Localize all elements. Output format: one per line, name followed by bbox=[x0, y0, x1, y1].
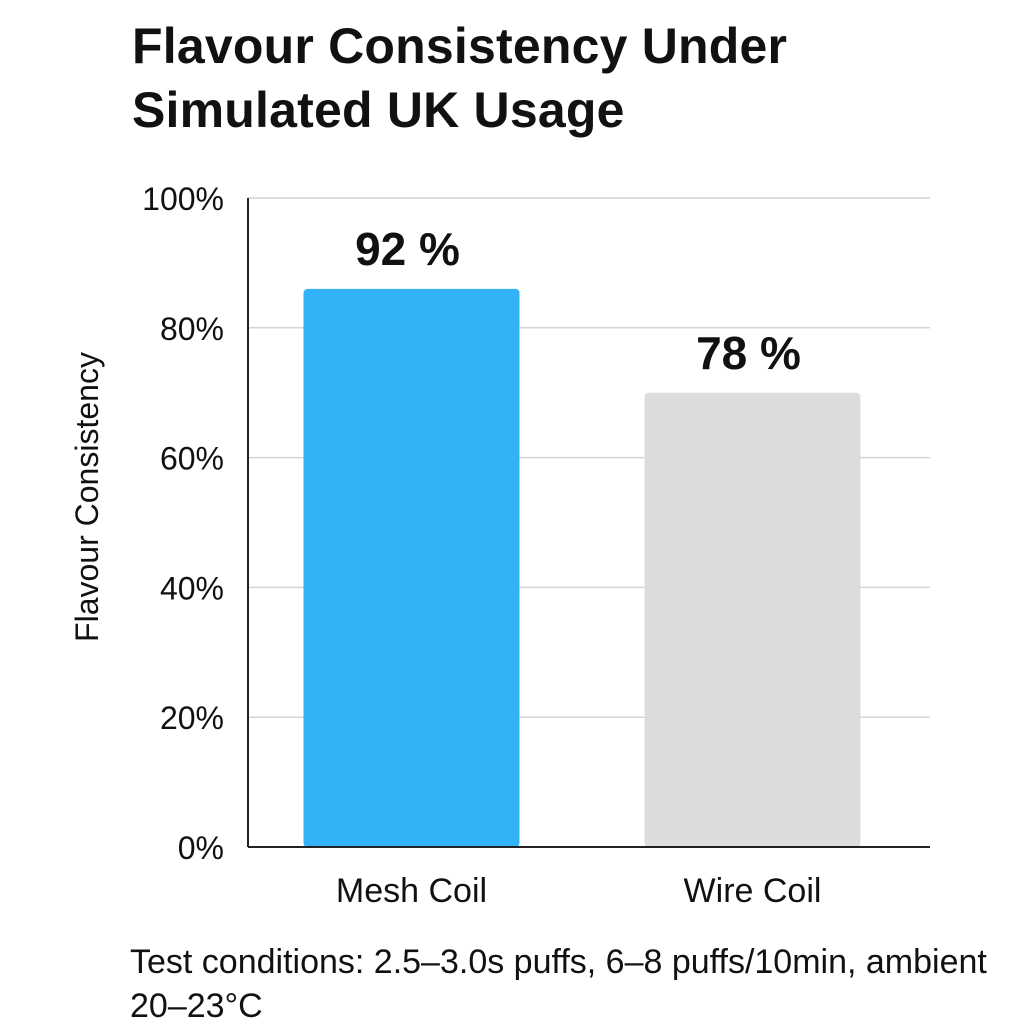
x-tick-label: Wire Coil bbox=[684, 872, 822, 910]
bars bbox=[303, 288, 861, 847]
data-label: 78 % bbox=[696, 327, 801, 379]
data-label: 92 % bbox=[355, 223, 460, 275]
bar-chart: 0% 20% 40% 60% 80% 100% 92 % 78 % Mesh Coil Wir… bbox=[69, 181, 930, 910]
y-tick-label: 100% bbox=[142, 181, 224, 217]
y-tick-label: 60% bbox=[160, 441, 224, 477]
bar-wire-coil bbox=[644, 392, 861, 847]
data-labels: 92 % 78 % bbox=[355, 223, 801, 379]
y-axis-ticks: 0% 20% 40% 60% 80% 100% bbox=[142, 181, 224, 866]
bar-mesh-coil bbox=[303, 288, 520, 847]
test-conditions-note: Test conditions: 2.5–3.0s puffs, 6–8 puf… bbox=[130, 943, 987, 1025]
y-tick-label: 20% bbox=[160, 700, 224, 736]
y-tick-label: 0% bbox=[178, 830, 224, 866]
y-tick-label: 40% bbox=[160, 570, 224, 606]
x-axis-ticks: Mesh Coil Wire Coil bbox=[336, 872, 822, 910]
y-axis-label: Flavour Consistency bbox=[69, 352, 105, 642]
chart-title: Flavour Consistency Under Simulated UK U… bbox=[132, 18, 788, 138]
y-tick-label: 80% bbox=[160, 311, 224, 347]
x-tick-label: Mesh Coil bbox=[336, 872, 487, 910]
